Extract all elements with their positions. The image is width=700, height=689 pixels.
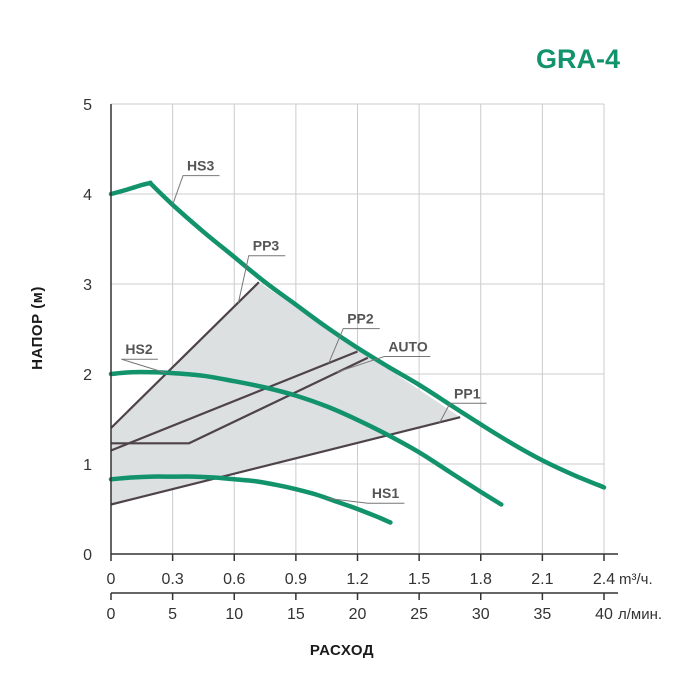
leader-line-hs1 (326, 497, 405, 504)
leader-line-pp1 (439, 402, 487, 423)
y-tick-label: 4 (83, 187, 92, 204)
chart-title: GRA-4 (536, 44, 620, 74)
control-lines (110, 281, 461, 506)
y-axis-title: НАПОР (м) (29, 286, 46, 370)
curve-label-hs1: HS1 (372, 485, 399, 501)
x-axis-title: РАСХОД (310, 642, 374, 659)
x-tick-label: 1.8 (470, 571, 492, 588)
series-curve-hs2 (108, 369, 504, 507)
x-tick-label: 2.4 (593, 571, 615, 588)
x-unit-primary: m³/ч. (619, 571, 653, 588)
x-secondary-tick-label: 20 (349, 606, 367, 623)
y-tick-label: 0 (83, 547, 92, 564)
x-secondary-tick-label: 15 (287, 606, 305, 623)
x-unit-secondary: л/мин. (618, 606, 662, 623)
leader-line-pp3 (237, 255, 286, 304)
series-curve-hs1 (108, 474, 393, 525)
x-tick-label: 0.6 (223, 571, 245, 588)
x-tick-label: 0.9 (285, 571, 307, 588)
y-tick-label: 2 (83, 367, 92, 384)
curve-label-auto: AUTO (388, 339, 428, 355)
leader-line-auto (336, 356, 431, 373)
x-tick-label: 2.1 (531, 571, 553, 588)
leader-line-hs2 (121, 358, 167, 374)
curve-label-hs3: HS3 (187, 158, 214, 174)
x-secondary-tick-label: 10 (225, 606, 243, 623)
x-secondary-tick-label: 0 (107, 606, 116, 623)
curve-label-pp2: PP2 (347, 311, 374, 327)
series-line-pp3 (110, 281, 260, 429)
series-line-pp2 (110, 350, 358, 452)
curve-label-hs2: HS2 (125, 341, 152, 357)
tick-labels: 0 1 2 3 4 5 0 0.3 0.6 0.9 1.2 1.5 1.8 2.1 2.4 0 5 10 15 20 2… (83, 97, 615, 623)
y-tick-label: 1 (83, 457, 92, 474)
leader-line-hs3 (172, 175, 220, 205)
curve-label-pp1: PP1 (454, 385, 481, 401)
y-tick-label: 5 (83, 97, 92, 114)
pump-curves (108, 180, 607, 525)
curve-label-pp3: PP3 (253, 238, 280, 254)
y-tick-label: 3 (83, 277, 92, 294)
x-tick-label: 1.5 (408, 571, 430, 588)
x-secondary-tick-label: 5 (168, 606, 177, 623)
x-tick-label: 1.2 (346, 571, 368, 588)
series-line-auto (111, 356, 369, 445)
axes (110, 104, 618, 600)
leader-line-pp2 (328, 328, 380, 364)
x-secondary-tick-label: 25 (410, 606, 428, 623)
series-curve-hs3 (108, 180, 607, 490)
x-secondary-tick-label: 40 (595, 606, 613, 623)
curve-labels: HS3 PP3 PP2 AUTO HS2 PP1 HS1 (121, 158, 487, 504)
x-secondary-tick-label: 35 (533, 606, 551, 623)
x-secondary-tick-label: 30 (472, 606, 490, 623)
x-tick-label: 0 (107, 571, 116, 588)
x-tick-label: 0.3 (162, 571, 184, 588)
series-line-pp1 (110, 416, 461, 506)
